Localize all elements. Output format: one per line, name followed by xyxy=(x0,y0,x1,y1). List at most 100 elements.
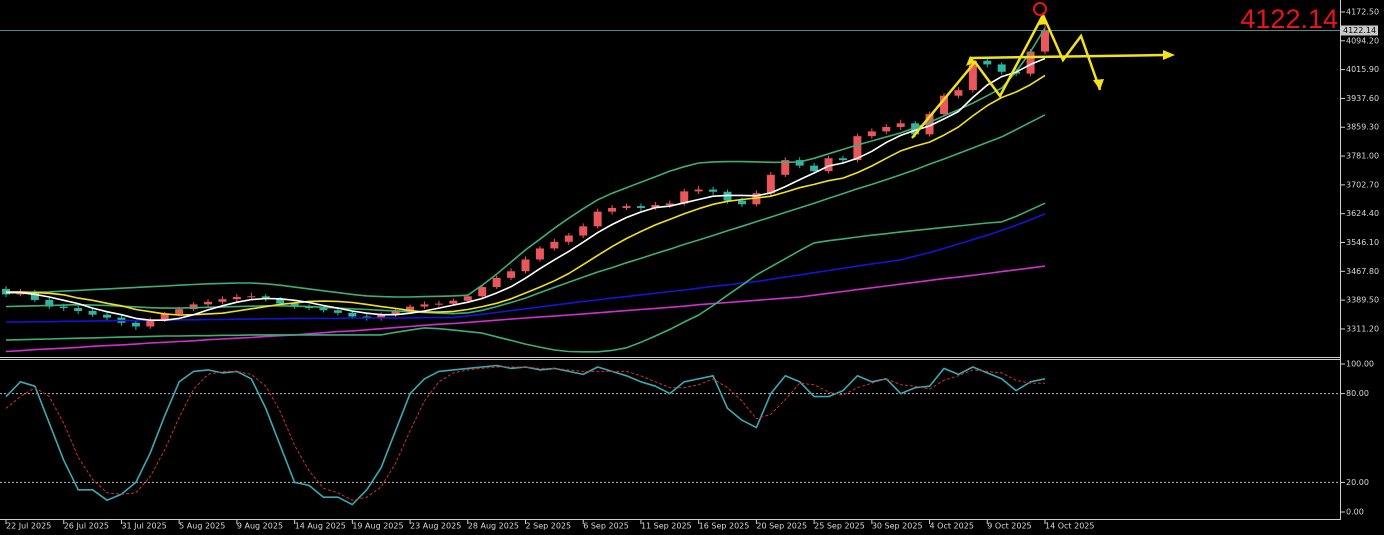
candle-body xyxy=(434,303,443,305)
candle-body xyxy=(824,158,833,172)
candle-body xyxy=(781,160,790,175)
y-tick-label: 100.00 xyxy=(1346,359,1374,368)
x-tick-label: 25 Sep 2025 xyxy=(814,522,865,531)
y-tick-label: 3389.50 xyxy=(1346,296,1379,305)
indicator-line xyxy=(5,265,1046,353)
candle-body xyxy=(867,131,876,137)
candle-body xyxy=(911,123,920,135)
candle-body xyxy=(737,200,746,205)
candle-body xyxy=(218,299,227,302)
candle-body xyxy=(694,189,703,192)
candle-body xyxy=(232,297,241,300)
y-tick-label: 3937.60 xyxy=(1346,94,1379,103)
arrow-head xyxy=(1093,79,1104,90)
candle-body xyxy=(665,203,674,205)
indicator-line xyxy=(5,114,1046,315)
last-price-tag xyxy=(1341,25,1378,36)
candle-body xyxy=(1026,51,1035,74)
candle-body xyxy=(579,226,588,236)
candle-body xyxy=(521,259,530,272)
x-tick-label: 9 Oct 2025 xyxy=(987,522,1031,531)
candle-body xyxy=(103,314,112,318)
candle-body xyxy=(333,310,342,313)
y-tick-label: 3702.70 xyxy=(1346,180,1379,189)
candle-body xyxy=(593,211,602,227)
y-tick-label: 20.00 xyxy=(1346,478,1369,487)
y-tick-label: 0.00 xyxy=(1346,508,1364,517)
candle-body xyxy=(925,114,934,135)
candle-body xyxy=(59,306,68,309)
candle-body xyxy=(507,271,516,278)
candle-body xyxy=(319,308,328,311)
candle-body xyxy=(204,301,213,305)
candle-body xyxy=(377,314,386,319)
candle-body xyxy=(882,126,891,132)
candle-body xyxy=(1041,30,1049,52)
candle-body xyxy=(146,320,155,327)
indicator-line xyxy=(6,213,1046,323)
x-tick-label: 14 Aug 2025 xyxy=(295,522,346,531)
candle-body xyxy=(478,287,487,297)
candle-body xyxy=(939,95,948,115)
y-tick-label: 3859.30 xyxy=(1346,123,1379,132)
x-tick-label: 31 Jul 2025 xyxy=(121,522,166,531)
oscillator-panel xyxy=(0,364,1341,506)
x-tick-label: 6 Sep 2025 xyxy=(583,522,629,531)
candle-body xyxy=(88,310,97,315)
candle-body xyxy=(709,189,718,192)
y-tick-label: 4172.50 xyxy=(1346,7,1379,16)
candle-body xyxy=(30,291,39,300)
x-tick-label: 22 Jul 2025 xyxy=(6,522,51,531)
candle-body xyxy=(290,303,299,307)
last-price-label: 4122.14 xyxy=(1240,4,1338,34)
projection-line xyxy=(969,53,1166,60)
x-tick-label: 19 Aug 2025 xyxy=(352,522,403,531)
x-tick-label: 2 Sep 2025 xyxy=(526,522,572,531)
candle-body xyxy=(45,299,54,307)
candle-body xyxy=(131,322,140,327)
y-tick-label: 4094.20 xyxy=(1346,36,1379,45)
x-tick-label: 11 Sep 2025 xyxy=(641,522,692,531)
candle-body xyxy=(622,206,631,208)
y-tick-label: 80.00 xyxy=(1346,389,1369,398)
candle-body xyxy=(795,160,804,166)
x-tick-label: 9 Aug 2025 xyxy=(237,522,283,531)
candle-body xyxy=(651,204,660,208)
price-panel xyxy=(0,20,1341,353)
candle-body xyxy=(680,191,689,204)
candle-body xyxy=(983,60,992,65)
candle-body xyxy=(968,60,977,91)
candle-body xyxy=(954,90,963,96)
indicator-line xyxy=(5,364,1046,506)
indicator-line xyxy=(6,74,1046,316)
candle-body xyxy=(838,158,847,161)
drawing-annotations xyxy=(911,2,1175,139)
candle-body xyxy=(636,206,645,208)
candle-body xyxy=(391,310,400,315)
arrow-head xyxy=(1038,15,1048,25)
last-price-tag-label: 4122.14 xyxy=(1343,26,1376,35)
x-tick-label: 20 Sep 2025 xyxy=(756,522,807,531)
candle-body xyxy=(348,312,357,317)
candle-body xyxy=(896,123,905,127)
x-tick-label: 14 Oct 2025 xyxy=(1045,522,1094,531)
candle-body xyxy=(247,296,256,298)
y-tick-label: 4015.90 xyxy=(1346,65,1379,74)
axes: 4172.50 4094.20 4015.90 3937.60 3859.30 3781.… xyxy=(5,7,1379,531)
indicator-line xyxy=(5,27,1046,298)
y-tick-label: 3311.20 xyxy=(1346,324,1379,333)
candle-body xyxy=(535,248,544,260)
candle-body xyxy=(261,296,270,299)
candle-body xyxy=(550,241,559,249)
y-tick-label: 3781.00 xyxy=(1346,152,1379,161)
x-tick-label: 30 Sep 2025 xyxy=(872,522,923,531)
candle-body xyxy=(175,309,184,314)
x-tick-label: 28 Aug 2025 xyxy=(468,522,519,531)
candle-body xyxy=(492,277,501,288)
candle-body xyxy=(766,174,775,194)
candle-body xyxy=(74,308,83,311)
indicator-line xyxy=(5,202,1046,353)
